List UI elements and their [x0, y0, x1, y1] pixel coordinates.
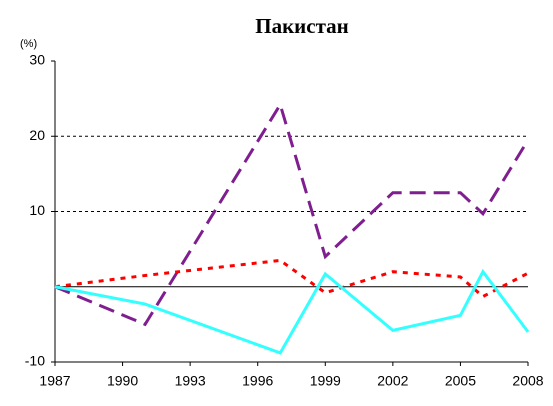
y-tick-label: 30 [29, 52, 45, 68]
y-axis-label: (%) [20, 38, 37, 50]
series-line [54, 268, 530, 355]
x-tick-label: 1999 [310, 373, 341, 389]
x-tick-label: 1990 [107, 373, 138, 389]
y-tick-label: -10 [25, 353, 45, 369]
series-line [54, 100, 530, 327]
x-tick-label: 1993 [175, 373, 206, 389]
x-tick-label: 1996 [242, 373, 273, 389]
x-tick-label: 1987 [39, 373, 70, 389]
chart-title: Пакистан [255, 14, 349, 38]
x-tick-label: 2008 [512, 373, 543, 389]
x-tick-label: 2002 [377, 373, 408, 389]
x-tick-label: 2005 [445, 373, 476, 389]
y-tick-label: 10 [29, 202, 45, 218]
series-line [54, 258, 529, 299]
y-tick-label: 20 [29, 127, 45, 143]
